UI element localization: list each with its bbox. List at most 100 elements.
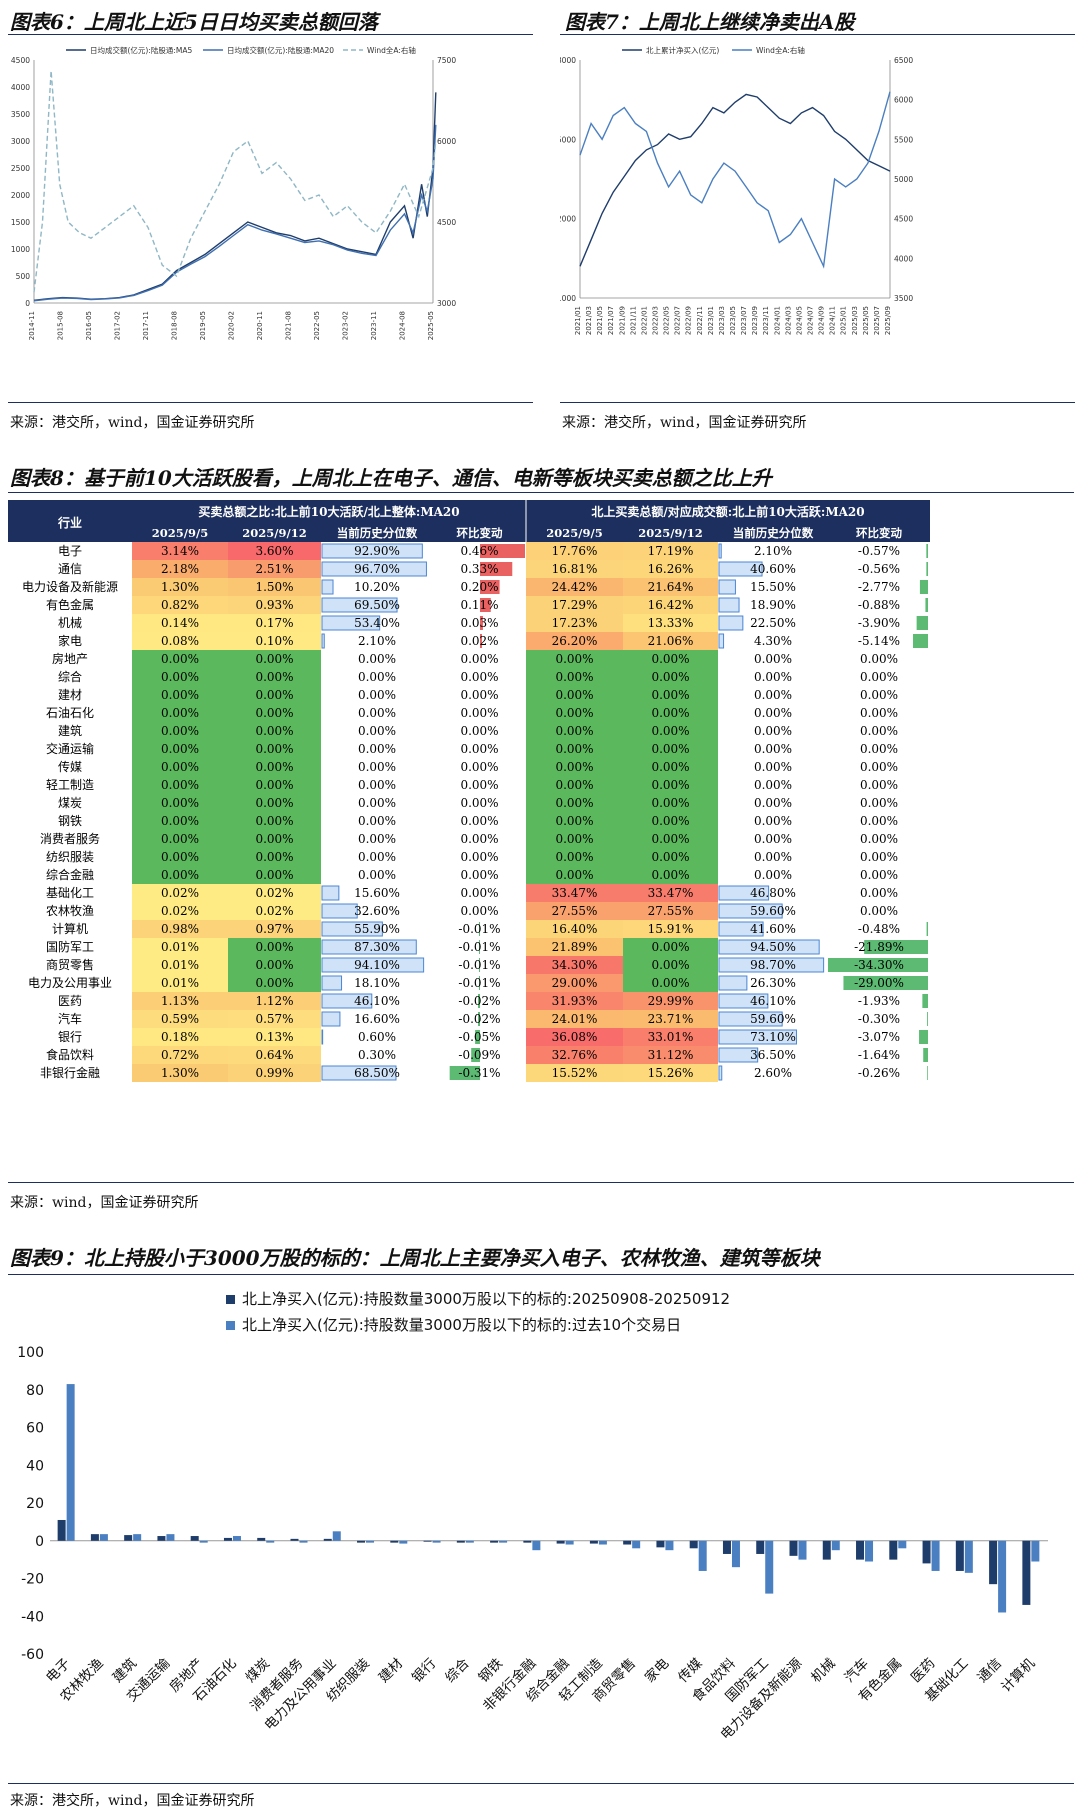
table-value: 2.10% bbox=[754, 544, 792, 558]
change-bar bbox=[916, 616, 928, 630]
legend-label: Wind全A:右轴 bbox=[756, 45, 805, 55]
heat-cell bbox=[526, 632, 623, 650]
change-bar bbox=[919, 580, 928, 594]
table-value: 0.00% bbox=[860, 670, 898, 684]
bar-series-2 bbox=[299, 1540, 308, 1543]
table-value: 2.18% bbox=[161, 562, 199, 576]
change-bar bbox=[926, 562, 928, 576]
change-bar bbox=[480, 598, 491, 612]
percentile-bar bbox=[718, 543, 722, 559]
percentile-bar bbox=[718, 597, 740, 613]
table-value: 0.20% bbox=[460, 580, 498, 594]
table-value: 17.23% bbox=[552, 616, 598, 630]
table-value: 0.00% bbox=[161, 706, 199, 720]
table-value: 0.00% bbox=[460, 688, 498, 702]
heat-cell bbox=[526, 668, 623, 686]
heat-cell bbox=[623, 632, 718, 650]
percentile-bar bbox=[718, 975, 748, 991]
change-bar bbox=[828, 958, 928, 972]
y-tick-left: 2000 bbox=[11, 191, 30, 200]
table-value: 69.50% bbox=[354, 598, 400, 612]
heat-cell bbox=[132, 956, 228, 974]
x-tick: 2021-08 bbox=[285, 311, 293, 340]
table-industry: 纺织服装 bbox=[46, 850, 94, 864]
y-tick-left: 1500 bbox=[11, 218, 30, 227]
x-tick: 2021/01 bbox=[574, 306, 582, 335]
table-value: 0.03% bbox=[460, 616, 498, 630]
heat-cell bbox=[228, 704, 321, 722]
table-value: 94.10% bbox=[354, 958, 400, 972]
heat-cell bbox=[228, 650, 321, 668]
heat-cell bbox=[132, 974, 228, 992]
table-value: 16.42% bbox=[648, 598, 694, 612]
table-value: -0.26% bbox=[858, 1066, 900, 1080]
heat-cell bbox=[132, 686, 228, 704]
bar-series-1 bbox=[157, 1536, 166, 1541]
x-tick: 2019-05 bbox=[199, 311, 207, 340]
table-industry: 综合 bbox=[58, 669, 82, 684]
series-line-2 bbox=[33, 124, 437, 302]
bar-series-1 bbox=[922, 1540, 931, 1564]
fig6-title: 图表6：上周北上近5日日均买卖总额回落 bbox=[10, 10, 378, 34]
table-value: 0.00% bbox=[555, 724, 593, 738]
table-value: -1.64% bbox=[858, 1048, 900, 1062]
table-value: 0.00% bbox=[555, 706, 593, 720]
table-value: 53.40% bbox=[354, 616, 400, 630]
heat-cell bbox=[526, 848, 623, 866]
table-value: 15.60% bbox=[354, 886, 400, 900]
legend-label: 北上净买入(亿元):持股数量3000万股以下的标的:20250908-20250… bbox=[242, 1290, 730, 1308]
heat-cell bbox=[132, 848, 228, 866]
heat-cell bbox=[623, 956, 718, 974]
table-subheader: 当前历史分位数 bbox=[337, 526, 418, 540]
bar-series-1 bbox=[223, 1537, 232, 1541]
table-value: 0.00% bbox=[651, 940, 689, 954]
table-industry: 建材 bbox=[58, 688, 82, 702]
fig7-rule-bottom bbox=[560, 402, 1075, 403]
table-value: 13.33% bbox=[648, 616, 694, 630]
table-value: 0.00% bbox=[161, 670, 199, 684]
heat-cell bbox=[623, 1064, 718, 1082]
percentile-bar bbox=[321, 921, 383, 937]
table-value: 0.00% bbox=[860, 814, 898, 828]
table-value: 0.00% bbox=[460, 724, 498, 738]
table-value: 0.00% bbox=[860, 778, 898, 792]
percentile-bar bbox=[718, 561, 763, 577]
table-value: 0.00% bbox=[358, 724, 396, 738]
table-value: 0.01% bbox=[161, 958, 199, 972]
x-tick: 2022/03 bbox=[652, 306, 660, 335]
table-industry: 银行 bbox=[58, 1030, 82, 1044]
fig9-rule-bottom bbox=[8, 1783, 1074, 1784]
heat-cell bbox=[623, 830, 718, 848]
heat-cell bbox=[526, 650, 623, 668]
table-value: 0.00% bbox=[754, 742, 792, 756]
bar-series-2 bbox=[66, 1384, 75, 1541]
heat-cell bbox=[132, 884, 228, 902]
heat-cell bbox=[228, 902, 321, 920]
heat-cell bbox=[526, 1028, 623, 1046]
table-value: -3.07% bbox=[858, 1030, 900, 1044]
table-value: 2.10% bbox=[358, 634, 396, 648]
table-value: 0.00% bbox=[860, 796, 898, 810]
bar-series-2 bbox=[232, 1536, 241, 1541]
table-value: 0.00% bbox=[754, 832, 792, 846]
fig7-title: 图表7：上周北上继续净卖出A股 bbox=[565, 10, 855, 34]
heat-cell bbox=[623, 596, 718, 614]
table-industry: 交通运输 bbox=[46, 741, 94, 756]
table-value: 0.00% bbox=[161, 652, 199, 666]
bar-series-2 bbox=[898, 1540, 907, 1549]
heat-cell bbox=[526, 938, 623, 956]
heat-cell bbox=[228, 632, 321, 650]
y-tick: -40 bbox=[21, 1609, 44, 1625]
table-value: 92.90% bbox=[354, 544, 400, 558]
x-tick: 银行 bbox=[409, 1656, 439, 1686]
y-tick-right: 4500 bbox=[894, 215, 913, 224]
percentile-bar bbox=[718, 1065, 723, 1081]
table-industry: 非银行金融 bbox=[40, 1065, 100, 1080]
legend-label: Wind全A:右轴 bbox=[367, 45, 416, 55]
bar-series-1 bbox=[490, 1540, 499, 1543]
table-value: 26.30% bbox=[750, 976, 796, 990]
table-value: 33.47% bbox=[552, 886, 598, 900]
percentile-bar bbox=[321, 975, 343, 991]
table-value: 0.00% bbox=[651, 796, 689, 810]
